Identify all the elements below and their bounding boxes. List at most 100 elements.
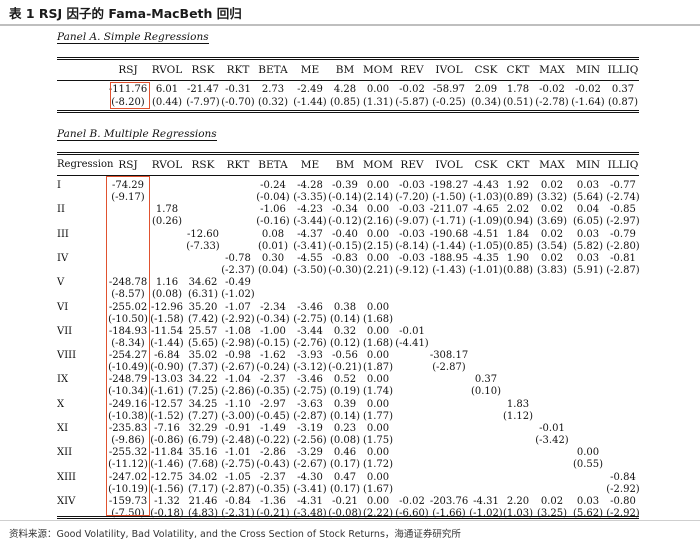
panel-b-tstat-cell: (0.17) bbox=[329, 483, 361, 495]
panel-b-bottom-rule bbox=[57, 516, 639, 517]
panel-b-coef-cell: 25.57 bbox=[188, 325, 218, 337]
panel-b-coef-cell: -1.08 bbox=[225, 325, 251, 337]
panel-b-tstat-cell: (1.12) bbox=[502, 410, 534, 422]
panel-b-coef-cell: -12.60 bbox=[186, 228, 219, 240]
panel-b-coef-cell: 0.00 bbox=[366, 301, 390, 313]
panel-b-tstat-cell: (0.88) bbox=[502, 264, 534, 276]
panel-b-col-header-beta: BETA bbox=[258, 159, 288, 171]
panel-b-row-label: XII bbox=[57, 447, 73, 459]
panel-b-tstat-cell: (5.62) bbox=[572, 507, 604, 519]
panel-b-coef-cell: 0.02 bbox=[540, 204, 564, 216]
panel-b-coef-cell: -255.32 bbox=[108, 447, 148, 459]
panel-b-coef-cell: -0.39 bbox=[332, 180, 358, 191]
panel-b-coef-cell: -203.76 bbox=[429, 495, 469, 507]
panel-b-tstat-cell: (-2.48) bbox=[221, 435, 255, 446]
panel-b-coef-cell: -3.46 bbox=[297, 301, 323, 313]
panel-b-tstat-cell: (-1.50) bbox=[432, 192, 466, 203]
panel-b-col-header-rev: REV bbox=[400, 159, 424, 171]
panel-b-top-rule-2 bbox=[57, 154, 639, 155]
panel-b-coef-cell: -0.34 bbox=[332, 204, 358, 216]
panel-b-coef-cell: -235.83 bbox=[108, 423, 148, 434]
rsj-highlight-box-b bbox=[106, 176, 150, 516]
panel-b-tstat-cell: (-2.74) bbox=[606, 192, 640, 203]
panel-b-tstat-cell: (-7.33) bbox=[186, 240, 220, 252]
panel-a-coef-cell: -0.02 bbox=[539, 84, 565, 95]
panel-a-bottom-rule-2 bbox=[57, 112, 639, 113]
panel-a-coef-cell: -21.47 bbox=[186, 84, 219, 95]
panel-a-tstat-cell: (0.44) bbox=[151, 97, 183, 108]
panel-b-tstat-cell: (-0.24) bbox=[256, 362, 290, 374]
panel-b-row-label: XI bbox=[57, 423, 69, 434]
panel-b-coef-cell: -0.01 bbox=[399, 325, 425, 337]
panel-b-coef-cell: -211.07 bbox=[429, 204, 469, 216]
panel-b-coef-cell: 1.83 bbox=[506, 398, 530, 410]
panel-b-tstat-cell: (-2.76) bbox=[293, 337, 327, 349]
panel-b-coef-cell: -4.31 bbox=[473, 495, 499, 507]
panel-a-col-header-ckt: CKT bbox=[506, 64, 530, 76]
panel-b-coef-cell: -1.49 bbox=[260, 423, 286, 434]
panel-b-col-header-ivol: IVOL bbox=[435, 159, 463, 171]
panel-b-tstat-cell: (-3.44) bbox=[293, 216, 327, 228]
panel-b-tstat-cell: (-3.50) bbox=[293, 264, 327, 276]
panel-b-tstat-cell: (-7.50) bbox=[111, 507, 145, 519]
panel-b-coef-cell: 0.03 bbox=[576, 180, 600, 191]
panel-b-tstat-cell: (4.83) bbox=[187, 507, 219, 519]
panel-b-tstat-cell: (-3.48) bbox=[293, 507, 327, 519]
panel-b-row-label: II bbox=[57, 204, 65, 216]
panel-b-tstat-cell: (-1.66) bbox=[432, 507, 466, 519]
panel-b-tstat-cell: (3.32) bbox=[536, 192, 568, 203]
panel-b-row-label: IX bbox=[57, 374, 69, 386]
panel-b-coef-cell: -1.62 bbox=[260, 350, 286, 362]
panel-b-tstat-cell: (1.68) bbox=[362, 337, 394, 349]
panel-b-tstat-cell: (2.14) bbox=[362, 192, 394, 203]
panel-b-coef-cell: -11.54 bbox=[150, 325, 183, 337]
panel-a-tstat-cell: (-7.97) bbox=[186, 97, 220, 108]
panel-b-tstat-cell: (-2.87) bbox=[606, 264, 640, 276]
panel-b-tstat-cell: (-0.90) bbox=[150, 362, 184, 374]
panel-b-coef-cell: 1.16 bbox=[155, 277, 179, 289]
panel-b-tstat-cell: (0.08) bbox=[151, 289, 183, 301]
rsj-highlight-box-a bbox=[110, 82, 150, 109]
panel-b-tstat-cell: (-2.87) bbox=[221, 483, 255, 495]
panel-b-coef-cell: -0.84 bbox=[225, 495, 251, 507]
panel-b-tstat-cell: (5.64) bbox=[572, 192, 604, 203]
panel-b-coef-cell: 0.00 bbox=[366, 398, 390, 410]
panel-b-coef-cell: 0.04 bbox=[576, 204, 600, 216]
panel-b-col-header-min: MIN bbox=[575, 159, 601, 171]
panel-b-tstat-cell: (-2.87) bbox=[293, 410, 327, 422]
panel-b-coef-cell: -248.79 bbox=[108, 374, 148, 386]
panel-b-coef-cell: -0.83 bbox=[332, 252, 358, 264]
panel-b-coef-cell: -4.23 bbox=[297, 204, 323, 216]
panel-a-coef-cell: 2.09 bbox=[474, 84, 498, 95]
panel-b-coef-cell: 0.08 bbox=[261, 228, 285, 240]
panel-a-tstat-cell: (0.34) bbox=[470, 97, 502, 108]
panel-a-tstat-cell: (0.32) bbox=[257, 97, 289, 108]
footer-divider bbox=[0, 520, 700, 521]
panel-b-tstat-cell: (-0.22) bbox=[256, 435, 290, 446]
panel-b-coef-cell: 0.46 bbox=[333, 447, 357, 459]
panel-b-coef-cell: -3.19 bbox=[297, 423, 323, 434]
panel-b-coef-cell: -0.91 bbox=[225, 423, 251, 434]
panel-b-coef-cell: -1.01 bbox=[225, 447, 251, 459]
panel-b-coef-cell: -0.40 bbox=[332, 228, 358, 240]
panel-b-tstat-cell: (7.25) bbox=[187, 386, 219, 398]
panel-a-tstat-cell: (-1.64) bbox=[571, 97, 605, 108]
panel-b-col-header-me: ME bbox=[300, 159, 320, 171]
panel-a-tstat-cell: (-5.87) bbox=[395, 97, 429, 108]
panel-b-tstat-cell: (-0.34) bbox=[256, 313, 290, 325]
panel-b-tstat-cell: (7.68) bbox=[187, 459, 219, 471]
panel-a-coef-cell: -0.02 bbox=[399, 84, 425, 95]
panel-b-coef-cell: 0.00 bbox=[366, 471, 390, 483]
panel-b-coef-cell: -4.35 bbox=[473, 252, 499, 264]
panel-b-coef-cell: -12.57 bbox=[150, 398, 183, 410]
panel-b-tstat-cell: (-0.21) bbox=[328, 362, 362, 374]
panel-b-tstat-cell: (0.19) bbox=[329, 386, 361, 398]
panel-b-tstat-cell: (-1.02) bbox=[221, 289, 255, 301]
panel-b-coef-cell: -0.81 bbox=[610, 252, 636, 264]
panel-b-coef-cell: -0.03 bbox=[399, 252, 425, 264]
panel-b-header-rule bbox=[57, 175, 639, 176]
panel-b-coef-cell: 35.16 bbox=[188, 447, 218, 459]
panel-a-col-header-ivol: IVOL bbox=[435, 64, 463, 76]
panel-b-coef-cell: 34.25 bbox=[188, 398, 218, 410]
table-caption: 表 1 RSJ 因子的 Fama-MacBeth 回归 bbox=[0, 3, 700, 26]
